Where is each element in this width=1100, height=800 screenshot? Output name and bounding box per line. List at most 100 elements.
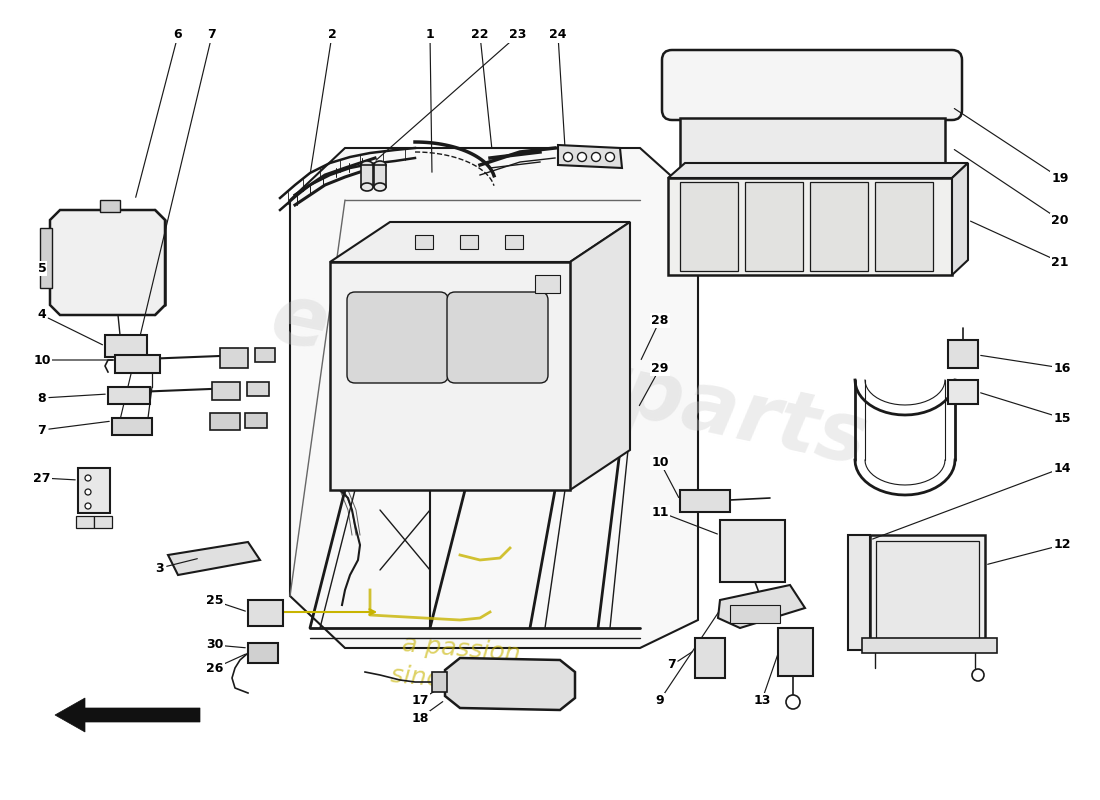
Bar: [680, 182, 738, 271]
Text: a passion
since 1985: a passion since 1985: [389, 631, 530, 698]
Circle shape: [85, 503, 91, 509]
Text: 27: 27: [33, 471, 51, 485]
Polygon shape: [50, 210, 165, 315]
Text: 11: 11: [651, 506, 669, 518]
Bar: [730, 605, 780, 623]
Polygon shape: [668, 178, 952, 275]
Bar: [76, 516, 94, 528]
Text: 10: 10: [33, 354, 51, 366]
Text: 4: 4: [37, 309, 46, 322]
Bar: [680, 118, 945, 176]
Text: 28: 28: [651, 314, 669, 326]
Bar: [415, 235, 433, 249]
Polygon shape: [446, 658, 575, 710]
Bar: [104, 335, 147, 357]
Bar: [695, 638, 725, 678]
Bar: [374, 165, 386, 187]
Bar: [245, 413, 267, 428]
Bar: [94, 516, 112, 528]
Bar: [116, 355, 160, 373]
Polygon shape: [718, 585, 805, 628]
Bar: [255, 348, 275, 362]
Bar: [948, 380, 978, 404]
Text: 9: 9: [656, 694, 664, 706]
Bar: [535, 275, 560, 293]
Polygon shape: [290, 148, 698, 648]
Bar: [212, 382, 240, 400]
Circle shape: [786, 695, 800, 709]
Bar: [862, 638, 997, 653]
Text: 1: 1: [426, 29, 434, 42]
Polygon shape: [668, 163, 968, 178]
Text: 10: 10: [651, 455, 669, 469]
Bar: [108, 387, 150, 404]
Text: 20: 20: [1052, 214, 1069, 226]
FancyBboxPatch shape: [447, 292, 548, 383]
Bar: [210, 413, 240, 430]
Text: 7: 7: [668, 658, 676, 671]
Bar: [778, 628, 813, 676]
Text: 17: 17: [411, 694, 429, 706]
Bar: [220, 348, 248, 368]
Polygon shape: [952, 163, 968, 275]
Text: 18: 18: [411, 711, 429, 725]
Text: 21: 21: [1052, 255, 1069, 269]
Text: 23: 23: [509, 29, 527, 42]
Circle shape: [605, 153, 615, 162]
Text: 29: 29: [651, 362, 669, 374]
Bar: [361, 165, 373, 187]
Text: 13: 13: [754, 694, 771, 706]
Bar: [680, 490, 730, 512]
Text: 8: 8: [37, 391, 46, 405]
Circle shape: [85, 475, 91, 481]
Bar: [248, 600, 283, 626]
Ellipse shape: [374, 183, 386, 191]
Text: 19: 19: [1052, 171, 1069, 185]
Circle shape: [578, 153, 586, 162]
Text: 16: 16: [1054, 362, 1070, 374]
Text: 7: 7: [208, 29, 217, 42]
Bar: [40, 228, 52, 288]
FancyBboxPatch shape: [346, 292, 448, 383]
Polygon shape: [330, 262, 570, 490]
Polygon shape: [330, 222, 630, 262]
Text: 14: 14: [1054, 462, 1070, 474]
Circle shape: [972, 669, 984, 681]
Bar: [505, 235, 522, 249]
Text: 2: 2: [328, 29, 337, 42]
Ellipse shape: [374, 161, 386, 169]
Polygon shape: [558, 145, 622, 168]
Bar: [874, 182, 933, 271]
Bar: [848, 535, 870, 650]
Text: eurocarparts: eurocarparts: [264, 278, 876, 482]
Text: 25: 25: [207, 594, 223, 607]
Bar: [248, 643, 278, 663]
Bar: [720, 520, 785, 582]
Bar: [248, 382, 270, 396]
Bar: [460, 235, 478, 249]
Ellipse shape: [361, 183, 373, 191]
Ellipse shape: [361, 161, 373, 169]
Circle shape: [592, 153, 601, 162]
Text: 5: 5: [37, 262, 46, 274]
Text: 15: 15: [1054, 411, 1070, 425]
Bar: [112, 418, 152, 435]
Text: 3: 3: [156, 562, 164, 574]
Circle shape: [563, 153, 572, 162]
Text: 26: 26: [207, 662, 223, 674]
Bar: [78, 468, 110, 513]
Bar: [870, 535, 984, 645]
Bar: [432, 672, 447, 692]
Bar: [810, 182, 868, 271]
Text: 22: 22: [471, 29, 488, 42]
Text: 6: 6: [174, 29, 183, 42]
Text: 7: 7: [37, 423, 46, 437]
Text: 30: 30: [207, 638, 223, 651]
Text: 12: 12: [1054, 538, 1070, 551]
Circle shape: [85, 489, 91, 495]
Polygon shape: [168, 542, 260, 575]
Text: 24: 24: [549, 29, 566, 42]
FancyBboxPatch shape: [662, 50, 962, 120]
Polygon shape: [570, 222, 630, 490]
Bar: [100, 200, 120, 212]
